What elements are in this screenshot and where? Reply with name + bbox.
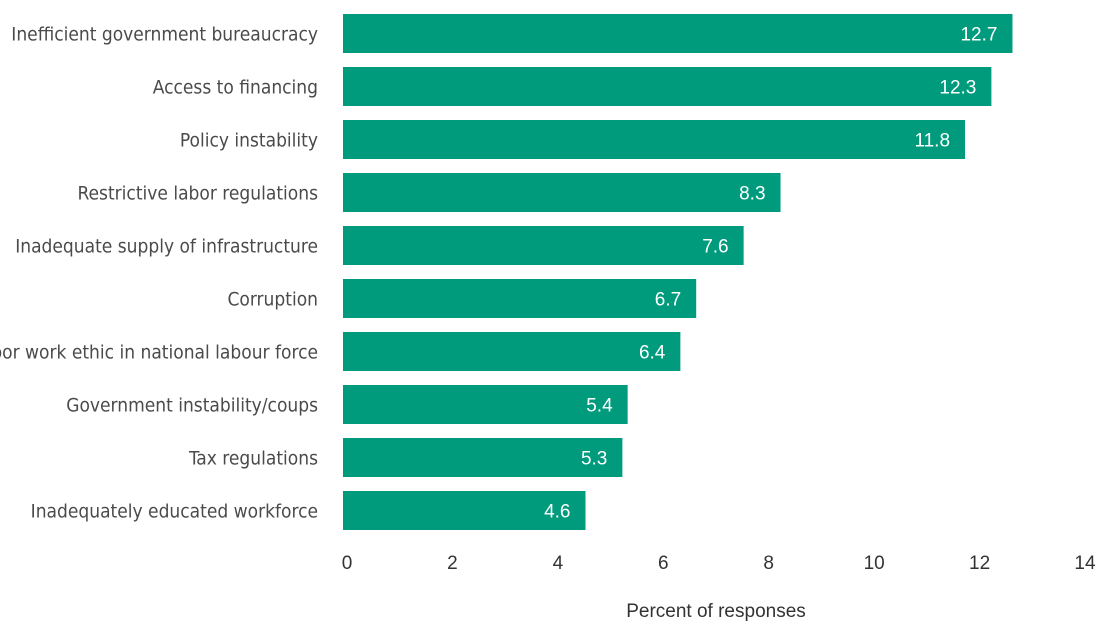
value-label: 12.3 xyxy=(939,78,976,99)
x-tick-label: 0 xyxy=(342,553,353,574)
category-labels: Inefficient government bureaucracy Access… xyxy=(0,24,318,523)
category-label: Inadequately educated workforce xyxy=(31,501,318,523)
value-label: 11.8 xyxy=(914,131,950,152)
bar xyxy=(343,279,697,318)
category-label: Inefficient government bureaucracy xyxy=(11,24,318,46)
x-tick-label: 14 xyxy=(1074,553,1096,574)
value-label: 5.4 xyxy=(586,396,613,417)
category-label: Tax regulations xyxy=(188,448,318,470)
bar xyxy=(343,491,586,530)
category-label: Inadequate supply of infrastructure xyxy=(15,236,318,258)
category-label: Restrictive labor regulations xyxy=(78,183,319,205)
value-label: 12.7 xyxy=(960,25,997,46)
category-label: Access to financing xyxy=(153,77,318,99)
x-axis-ticks: 0 2 4 6 8 10 12 14 xyxy=(342,553,1096,574)
bar xyxy=(343,332,681,371)
x-tick-label: 6 xyxy=(658,553,669,574)
x-tick-label: 2 xyxy=(447,553,458,574)
value-label: 5.3 xyxy=(581,449,607,470)
value-label: 6.4 xyxy=(639,343,666,364)
x-axis-title: Percent of responses xyxy=(626,601,806,622)
category-label: Government instability/coups xyxy=(66,395,318,417)
value-label: 6.7 xyxy=(655,290,681,311)
value-label: 8.3 xyxy=(739,184,765,205)
category-label: Policy instability xyxy=(180,130,318,152)
x-tick-label: 12 xyxy=(969,553,990,574)
bar xyxy=(343,226,744,265)
x-tick-label: 10 xyxy=(864,553,885,574)
value-label: 4.6 xyxy=(544,502,570,523)
x-tick-label: 4 xyxy=(553,553,564,574)
bars-group xyxy=(343,14,1013,530)
value-label: 7.6 xyxy=(702,237,728,258)
category-label: Corruption xyxy=(227,289,318,311)
category-label: Poor work ethic in national labour force xyxy=(0,342,318,364)
bar xyxy=(343,173,781,212)
x-tick-label: 8 xyxy=(763,553,774,574)
value-labels: 12.7 12.3 11.8 8.3 7.6 6.7 6.4 5.4 5.3 4.6 xyxy=(544,25,997,523)
bar xyxy=(343,67,992,106)
bar xyxy=(343,120,966,159)
bar xyxy=(343,385,628,424)
bar xyxy=(343,14,1013,53)
bar xyxy=(343,438,623,477)
